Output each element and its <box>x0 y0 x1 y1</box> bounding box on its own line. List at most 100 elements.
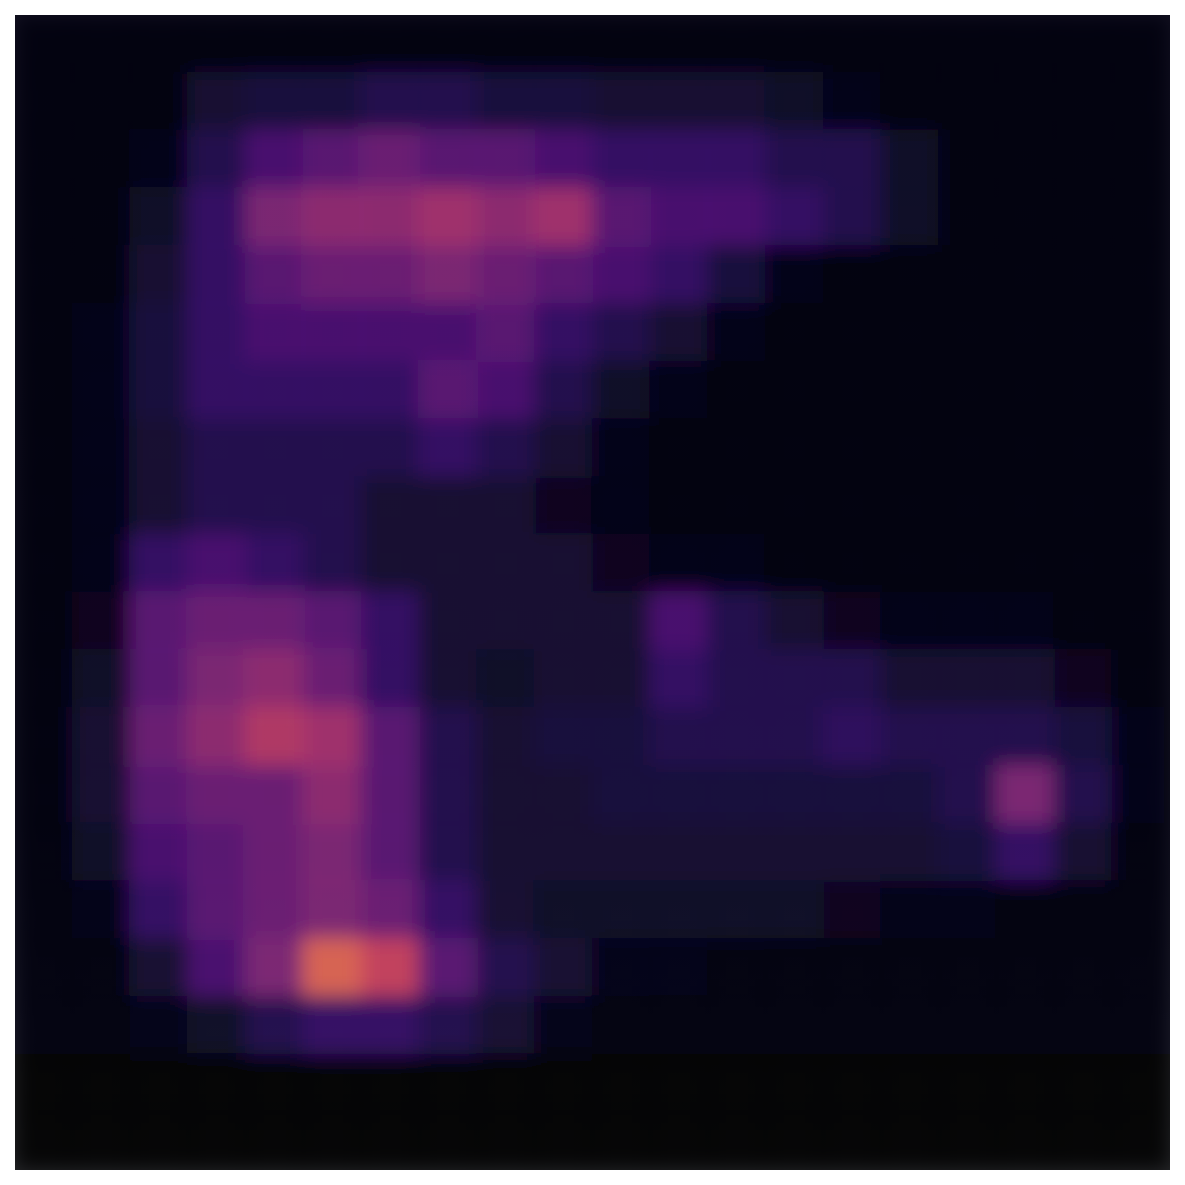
heat-cell <box>938 72 998 132</box>
heat-cell <box>72 823 132 883</box>
heat-cell <box>1111 1054 1170 1114</box>
heat-cell <box>130 649 190 709</box>
heat-cell <box>765 361 825 421</box>
heat-cell <box>1111 245 1170 305</box>
heat-cell <box>418 592 478 652</box>
heat-cell <box>303 534 363 594</box>
heat-cell <box>303 130 363 190</box>
heat-cell <box>361 996 421 1056</box>
heat-cell <box>996 361 1056 421</box>
heat-cell <box>418 823 478 883</box>
heat-cell <box>996 476 1056 536</box>
heat-cell <box>476 303 536 363</box>
heat-cell <box>765 1111 825 1170</box>
heat-cell <box>361 1054 421 1114</box>
heat-cell <box>1054 880 1114 940</box>
heat-cell <box>303 707 363 767</box>
heat-cell <box>187 765 247 825</box>
heat-cell <box>72 361 132 421</box>
heat-cell <box>72 880 132 940</box>
heat-cell <box>130 130 190 190</box>
heat-cell <box>245 649 305 709</box>
heat-cell <box>938 303 998 363</box>
heat-cell <box>361 476 421 536</box>
heat-cell <box>361 418 421 478</box>
heat-cell <box>592 707 652 767</box>
heat-cell <box>765 534 825 594</box>
heat-cell <box>707 245 767 305</box>
heat-cell <box>938 130 998 190</box>
heat-cell <box>1054 938 1114 998</box>
heat-cell <box>15 187 74 247</box>
background <box>15 15 1170 1170</box>
heat-cell <box>534 245 594 305</box>
cell-layer <box>15 15 1170 1170</box>
heat-cell <box>534 72 594 132</box>
heat-cell <box>130 187 190 247</box>
heat-cell <box>592 880 652 940</box>
heat-cell <box>187 592 247 652</box>
heat-cell <box>476 476 536 536</box>
heat-cell <box>303 938 363 998</box>
heat-cell <box>361 823 421 883</box>
heat-cell <box>823 187 883 247</box>
heat-cell <box>418 361 478 421</box>
heat-cell <box>649 361 709 421</box>
heat-cell <box>418 649 478 709</box>
heat-cell <box>245 187 305 247</box>
heat-cell <box>880 823 940 883</box>
heat-cell <box>187 72 247 132</box>
heat-cell <box>592 15 652 74</box>
heat-cell <box>130 1111 190 1170</box>
heat-cell <box>592 187 652 247</box>
heat-cell <box>707 15 767 74</box>
heat-cell <box>880 938 940 998</box>
heat-cell <box>592 649 652 709</box>
heat-cell <box>707 707 767 767</box>
heat-cell <box>130 823 190 883</box>
heat-cell <box>592 938 652 998</box>
heat-cell <box>880 649 940 709</box>
heat-cell <box>880 880 940 940</box>
heat-cell <box>361 303 421 363</box>
heat-cell <box>15 1111 74 1170</box>
chart <box>0 0 1185 1185</box>
heat-cell <box>130 476 190 536</box>
heat-cell <box>880 765 940 825</box>
heat-cell <box>130 72 190 132</box>
heat-cell <box>303 303 363 363</box>
heat-cell <box>245 707 305 767</box>
heat-cell <box>245 418 305 478</box>
heat-cell <box>823 303 883 363</box>
heat-cell <box>187 649 247 709</box>
heat-cell <box>938 534 998 594</box>
heat-cell <box>880 303 940 363</box>
heat-cell <box>72 187 132 247</box>
heat-cell <box>15 15 74 74</box>
heat-cell <box>592 245 652 305</box>
heat-cell <box>303 361 363 421</box>
heat-cell <box>1111 880 1170 940</box>
heat-cell <box>707 880 767 940</box>
heat-cell <box>765 303 825 363</box>
heat-cell <box>476 245 536 305</box>
heat-cell <box>245 72 305 132</box>
heat-cell <box>245 245 305 305</box>
heat-cell <box>303 476 363 536</box>
heat-cell <box>245 765 305 825</box>
heat-cell <box>707 592 767 652</box>
heat-cell <box>592 361 652 421</box>
heat-cell <box>476 1111 536 1170</box>
heat-cell <box>707 418 767 478</box>
heat-cell <box>707 649 767 709</box>
heat-cell <box>938 1054 998 1114</box>
heat-cell <box>476 707 536 767</box>
heat-cell <box>592 1054 652 1114</box>
heat-cell <box>534 534 594 594</box>
heat-cell <box>649 1111 709 1170</box>
heat-cell <box>534 1054 594 1114</box>
heat-cell <box>361 15 421 74</box>
heat-cell <box>245 592 305 652</box>
heat-cell <box>72 476 132 536</box>
heat-cell <box>707 1111 767 1170</box>
